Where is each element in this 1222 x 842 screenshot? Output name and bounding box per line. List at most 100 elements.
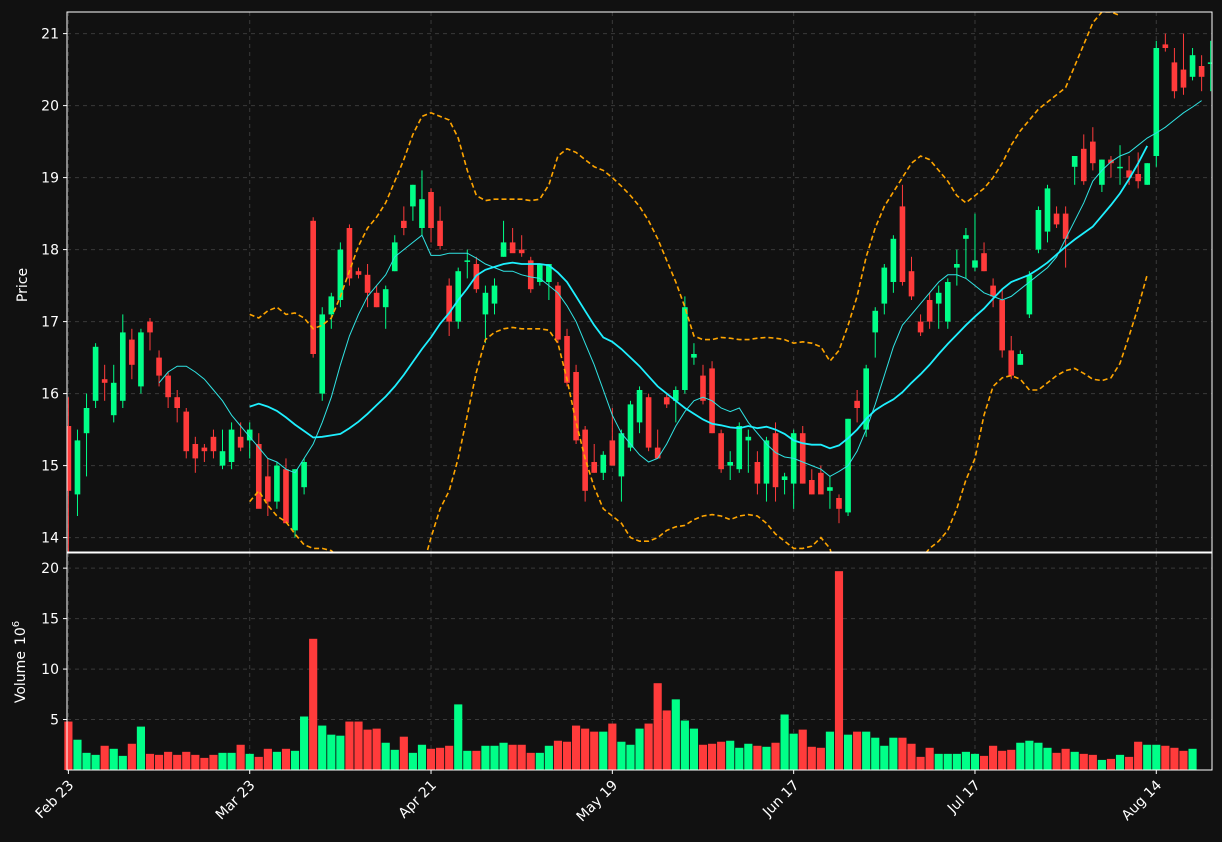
candle-up xyxy=(419,199,425,228)
volume-bar xyxy=(1161,745,1170,770)
volume-bar xyxy=(952,753,961,770)
volume-tick-label: 10 xyxy=(41,662,59,678)
volume-bar xyxy=(726,740,735,770)
candle-down xyxy=(591,462,598,473)
candle-up xyxy=(636,390,643,423)
volume-bar xyxy=(1070,751,1079,770)
volume-bar xyxy=(925,747,934,770)
volume-bar xyxy=(390,749,399,770)
candle-up xyxy=(246,429,253,441)
volume-bar xyxy=(798,729,807,770)
candle-up xyxy=(1189,55,1196,77)
volume-bar xyxy=(671,699,680,770)
candle-up xyxy=(537,264,543,282)
candle-down xyxy=(255,444,262,509)
candle-down xyxy=(1062,213,1069,239)
volume-bar xyxy=(209,754,218,770)
volume-axis-label: Volume106 xyxy=(11,621,29,703)
volume-bar xyxy=(227,752,236,770)
volume-bar xyxy=(753,745,762,770)
candle-down xyxy=(364,274,371,293)
volume-bar xyxy=(354,721,363,770)
volume-bar xyxy=(436,747,445,770)
candle-down xyxy=(283,469,289,524)
volume-bar xyxy=(1034,742,1043,770)
candle-up xyxy=(944,282,951,322)
candle-down xyxy=(1053,213,1060,225)
volume-bar xyxy=(834,571,844,770)
candle-down xyxy=(174,397,180,408)
volume-bar xyxy=(490,745,499,770)
volume-bar xyxy=(979,755,989,770)
candle-up xyxy=(763,440,770,484)
volume-bar xyxy=(1188,748,1197,770)
candle-up xyxy=(745,436,752,441)
candle-up xyxy=(1144,163,1151,185)
volume-bar xyxy=(608,723,617,770)
candles xyxy=(67,12,1212,552)
volume-bar xyxy=(916,756,925,770)
candle-down xyxy=(573,372,579,441)
candle-down xyxy=(67,426,72,491)
candle-down xyxy=(1080,148,1087,182)
candle-down xyxy=(527,260,534,290)
candle-down xyxy=(428,192,434,228)
candle-up xyxy=(935,292,942,304)
volume-bar xyxy=(1052,752,1061,770)
candle-up xyxy=(455,271,462,322)
candle-down xyxy=(192,444,199,459)
volume-bar xyxy=(653,683,662,770)
candle-up xyxy=(382,289,389,308)
volume-bar xyxy=(1115,754,1125,770)
volume-bar xyxy=(1043,747,1052,770)
candle-up xyxy=(872,310,879,333)
price-tick-label: 20 xyxy=(41,99,59,115)
candle-down xyxy=(183,411,190,452)
volume-bar xyxy=(970,753,980,770)
candle-up xyxy=(1044,188,1051,232)
volume-bar xyxy=(599,731,608,770)
candle-down xyxy=(1171,62,1178,92)
candle-up xyxy=(92,346,99,401)
candle-up xyxy=(881,267,888,304)
price-tick-label: 18 xyxy=(41,243,59,259)
volume-bar xyxy=(73,739,82,770)
candle-up xyxy=(1099,159,1105,185)
volume-bar xyxy=(399,736,408,770)
candle-up xyxy=(301,462,307,488)
volume-bar xyxy=(127,743,136,770)
candle-up xyxy=(138,332,144,387)
candle-down xyxy=(818,472,824,495)
volume-bar xyxy=(300,716,309,770)
volume-bar xyxy=(780,714,789,770)
candle-down xyxy=(926,300,933,322)
volume-bar xyxy=(472,750,481,770)
volume-tick-label: 5 xyxy=(50,713,59,729)
candle-down xyxy=(908,271,915,297)
candle-up xyxy=(672,390,679,401)
volume-bar xyxy=(145,753,155,770)
candle-down xyxy=(129,339,135,365)
volume-bar xyxy=(762,746,771,770)
volume-bar xyxy=(1125,756,1134,770)
volume-bar xyxy=(263,748,272,770)
volume-bar xyxy=(907,743,916,770)
volume-bar xyxy=(1179,750,1188,770)
volume-frame xyxy=(66,552,1213,771)
candle-up xyxy=(727,462,734,466)
volume-bar xyxy=(626,744,635,770)
candle-up xyxy=(74,440,81,495)
candle-down xyxy=(564,336,570,383)
volume-bar xyxy=(454,704,463,770)
candle-down xyxy=(772,433,779,488)
volume-bar xyxy=(635,728,644,770)
price-tick-label: 19 xyxy=(41,171,59,187)
candle-down xyxy=(899,206,906,282)
candle-down xyxy=(1162,44,1169,48)
volume-bar xyxy=(880,745,889,770)
candle-up xyxy=(110,382,117,416)
volume-bar xyxy=(91,754,100,770)
volume-bar xyxy=(816,747,825,770)
